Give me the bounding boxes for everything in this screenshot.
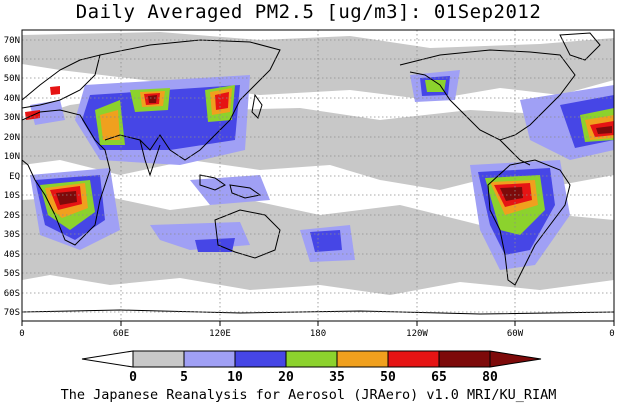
colorbar-swatch-7 — [438, 350, 491, 368]
colorbar-label: 80 — [482, 370, 498, 385]
colorbar-swatch-2 — [183, 350, 236, 368]
lat-label: 20S — [4, 211, 20, 221]
lat-label: 20N — [4, 133, 20, 143]
lat-label: EQ — [9, 172, 20, 182]
pm25-field — [22, 30, 614, 321]
colorbar-label: 0 — [129, 370, 137, 385]
colorbar-label: 50 — [380, 370, 396, 385]
colorbar-swatch-5 — [336, 350, 389, 368]
lon-label: 180 — [310, 329, 326, 339]
lon-label: 60W — [507, 329, 524, 339]
latitude-labels: 70N 60N 50N 40N 30N 20N 10N EQ 10S 20S 3… — [4, 36, 20, 318]
lat-label: 40N — [4, 94, 20, 104]
colorbar-label: 65 — [431, 370, 447, 385]
colorbar-swatch-3 — [234, 350, 287, 368]
colorbar — [81, 350, 542, 368]
colorbar-swatch-4 — [285, 350, 338, 368]
colorbar-swatch-8 — [489, 350, 542, 368]
colorbar-label: 5 — [180, 370, 188, 385]
colorbar-label: 10 — [227, 370, 243, 385]
axis-ticks — [21, 321, 615, 326]
colorbar-label: 35 — [329, 370, 345, 385]
lon-label: 0 — [609, 329, 614, 339]
colorbar-swatch-6 — [387, 350, 440, 368]
colorbar-label: 20 — [278, 370, 294, 385]
lon-label: 120W — [406, 329, 428, 339]
lat-label: 40S — [4, 250, 20, 260]
data-credit: The Japanese Reanalysis for Aerosol (JRA… — [60, 387, 557, 403]
lat-label: 50S — [4, 269, 20, 279]
lat-label: 10S — [4, 191, 20, 201]
lat-label: 70N — [4, 36, 20, 46]
map-title: Daily Averaged PM2.5 [ug/m3]: 01Sep2012 — [75, 1, 542, 23]
lat-label: 60S — [4, 289, 20, 299]
lon-label: 120E — [209, 329, 231, 339]
lat-label: 50N — [4, 74, 20, 84]
graticule — [22, 30, 614, 321]
pm25-band-80-plus — [56, 95, 612, 205]
colorbar-swatch-1 — [132, 350, 185, 368]
longitude-labels: 0 60E 120E 180 120W 60W 0 — [19, 329, 614, 339]
lon-label: 0 — [19, 329, 24, 339]
lat-label: 30S — [4, 230, 20, 240]
lat-label: 10N — [4, 152, 20, 162]
colorbar-labels: 0 5 10 20 35 50 65 80 — [129, 370, 498, 385]
lat-label: 30N — [4, 113, 20, 123]
coastlines — [22, 32, 614, 315]
lat-label: 70S — [4, 308, 20, 318]
lon-label: 60E — [113, 329, 129, 339]
lat-label: 60N — [4, 55, 20, 65]
colorbar-swatch-0 — [81, 350, 134, 368]
